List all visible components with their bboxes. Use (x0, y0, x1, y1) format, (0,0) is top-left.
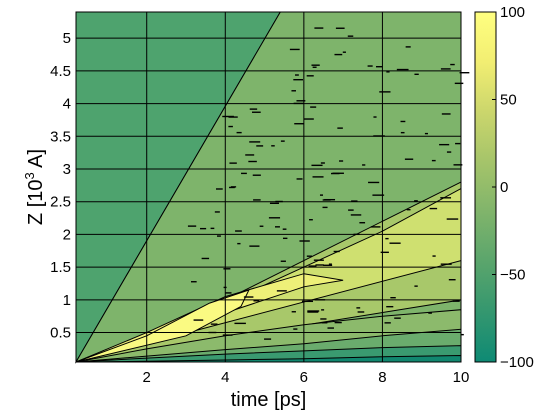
y-tick-label-7: 4 (63, 96, 71, 113)
y-tick-label-3: 2 (63, 226, 71, 243)
plot-area: 2 4 6 8 10 0.5 1 1.5 2 2.5 3 3.5 4 4.5 5 (50, 11, 470, 386)
y-tick-label-4: 2.5 (50, 194, 71, 211)
y-axis-label-unit: A] (25, 149, 47, 172)
y-axis-label-base: Z [10 (25, 180, 47, 226)
colorbar: −100 −50 0 50 100 (474, 4, 534, 371)
y-tick-label-1: 1 (63, 292, 71, 309)
y-tick-label-2: 1.5 (50, 259, 71, 276)
contour-speckles (187, 27, 470, 340)
x-ticks: 2 4 6 8 10 (143, 369, 470, 386)
colorbar-ticks: −100 −50 0 50 100 (492, 4, 534, 371)
y-ticks: 0.5 1 1.5 2 2.5 3 3.5 4 4.5 5 (50, 30, 71, 341)
colorbar-tick-label-0: −100 (500, 354, 534, 371)
y-tick-label-8: 4.5 (50, 63, 71, 80)
y-tick-label-9: 5 (63, 30, 71, 47)
y-tick-label-5: 3 (63, 161, 71, 178)
grid-lines (76, 12, 461, 362)
x-tick-label-1: 4 (221, 369, 229, 386)
x-tick-label-4: 10 (453, 369, 470, 386)
y-tick-label-6: 3.5 (50, 128, 71, 145)
y-tick-label-0: 0.5 (50, 325, 71, 342)
y-axis-label: Z [103 A] (22, 149, 47, 225)
colorbar-tick-label-4: 100 (500, 4, 525, 21)
colorbar-tick-label-1: −50 (500, 267, 525, 284)
x-tick-label-0: 2 (143, 369, 151, 386)
x-tick-label-3: 8 (378, 369, 386, 386)
colorbar-tick-label-2: 0 (500, 179, 508, 196)
x-axis-label: time [ps] (231, 389, 307, 411)
y-axis-label-exponent: 3 (22, 172, 37, 179)
contour-bands (75, 11, 462, 364)
colorbar-tick-label-3: 50 (500, 92, 517, 109)
plot-frame (75, 11, 462, 363)
x-tick-label-2: 6 (300, 369, 308, 386)
